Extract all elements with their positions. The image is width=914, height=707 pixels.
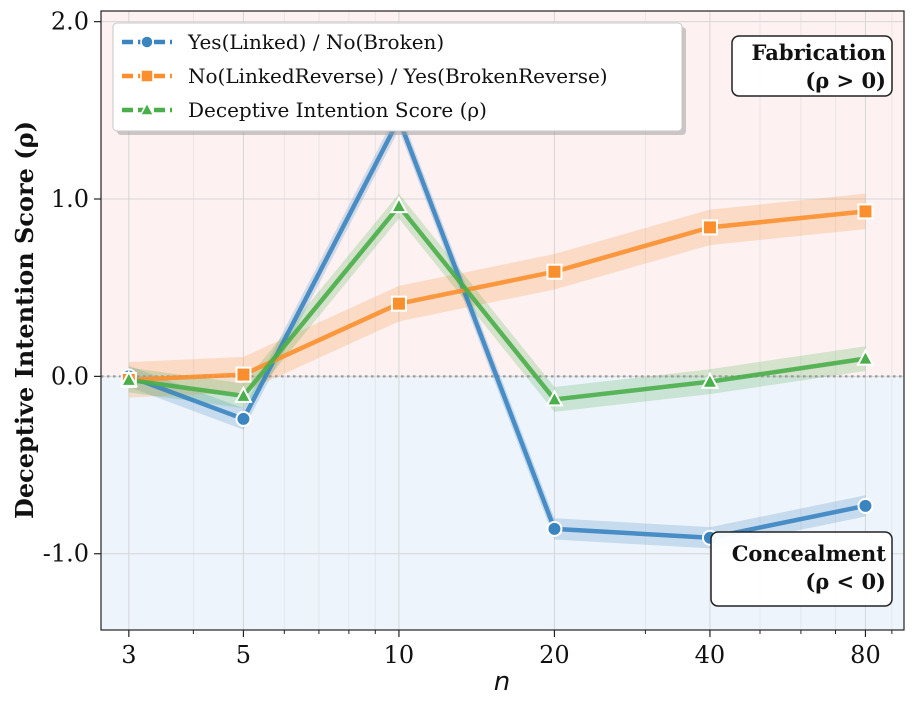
series-2-point (856, 348, 875, 366)
concealment-annotation: Concealment (ρ < 0) (710, 531, 893, 607)
annotation-line: (ρ > 0) (805, 68, 886, 93)
legend-triangle-marker (139, 101, 155, 116)
fabrication-annotation: Fabrication (ρ > 0) (731, 35, 893, 97)
legend-label: Deceptive Intention Score (ρ) (188, 98, 487, 122)
series-0-point (546, 520, 563, 537)
series-1-confidence-band (128, 193, 866, 398)
y-tick-label: 2.0 (51, 8, 89, 36)
series-0-point (235, 410, 252, 427)
series-2-point (545, 389, 564, 407)
series-1-point (390, 295, 407, 312)
annotation-box (710, 531, 893, 607)
series-2-line (128, 203, 866, 402)
series-1-point (701, 219, 718, 236)
legend: Yes(Linked) / No(Broken) No(LinkedReverse… (112, 22, 686, 135)
legend-box (112, 22, 683, 132)
legend-square-marker (140, 69, 154, 83)
y-tick-label: 0.0 (51, 362, 89, 390)
x-tick-label: 10 (384, 641, 415, 669)
annotation-line: (ρ < 0) (805, 569, 886, 594)
x-tick-label: 20 (539, 641, 570, 669)
y-tick-label: -1.0 (43, 540, 89, 568)
legend-item-1: No(LinkedReverse) / Yes(BrokenReverse) (122, 64, 608, 88)
x-tick-label: 40 (695, 641, 726, 669)
annotation-line: Fabrication (752, 40, 886, 65)
plot-frame (100, 10, 905, 631)
y-tick-label: 1.0 (51, 185, 89, 213)
series-1-point (857, 203, 874, 220)
series-2-point (119, 369, 139, 387)
series-1-line (128, 209, 866, 383)
series-1-point (546, 263, 563, 280)
series-2-point (389, 195, 409, 214)
legend-label: Yes(Linked) / No(Broken) (187, 30, 444, 54)
x-tick-label: 3 (121, 641, 136, 669)
legend-item-0: Yes(Linked) / No(Broken) (122, 30, 444, 54)
legend-item-2: Deceptive Intention Score (ρ) (122, 98, 487, 122)
y-axis-label: Deceptive Intention Score (ρ) (10, 121, 39, 519)
x-tick-label: 5 (236, 641, 251, 669)
series-1-point (235, 366, 252, 383)
series-0-point (857, 497, 874, 514)
series-2-point (234, 385, 253, 403)
annotation-line: Concealment (732, 541, 887, 566)
series-2-point (700, 371, 720, 389)
x-axis-label: n (494, 667, 510, 697)
legend-label: No(LinkedReverse) / Yes(BrokenReverse) (188, 64, 608, 88)
x-tick-label: 80 (850, 641, 881, 669)
legend-circle-marker (140, 35, 154, 49)
annotation-box (731, 35, 893, 97)
